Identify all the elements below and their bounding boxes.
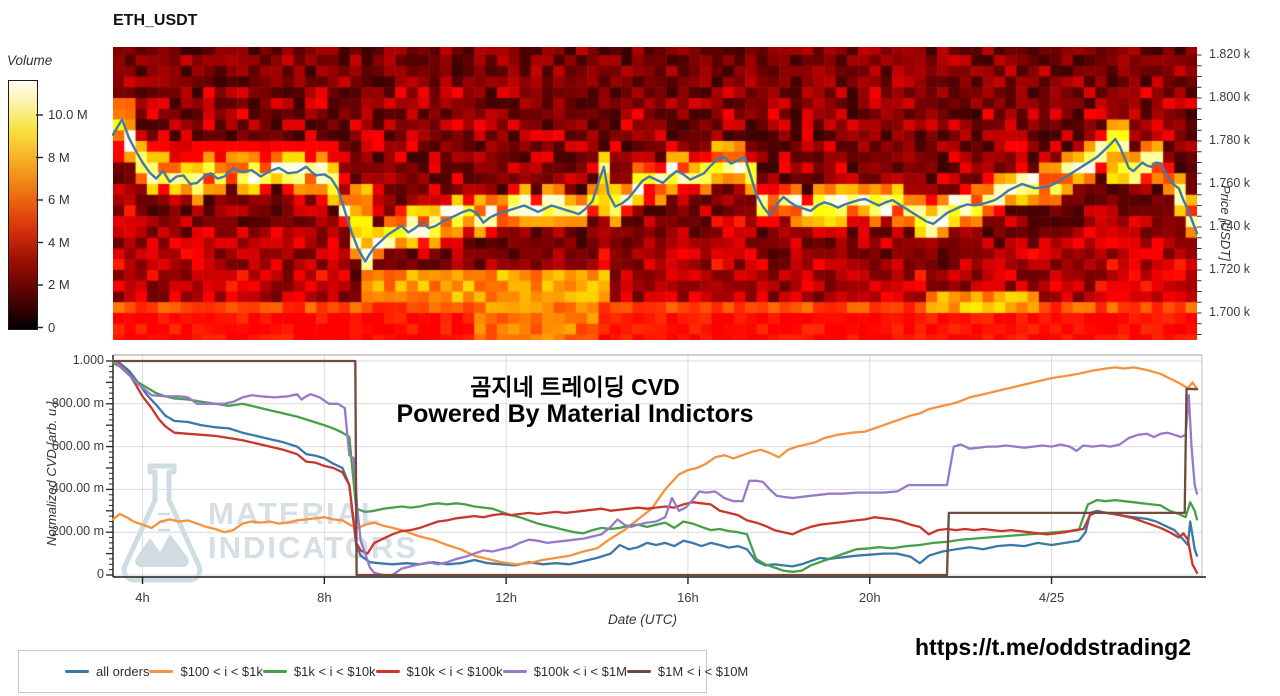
legend-label: all orders xyxy=(96,664,150,679)
price-tick-label: 1.800 k xyxy=(1209,90,1251,104)
legend-swatch-icon xyxy=(65,669,89,674)
colorbar-title: Volume xyxy=(7,53,53,68)
price-tick-label: 1.700 k xyxy=(1209,305,1251,319)
legend-swatch-icon xyxy=(502,669,527,674)
cvd-xtick-label: 20h xyxy=(858,590,881,605)
legend-item-1: $100 < i < $1k xyxy=(149,664,263,679)
watermark-line1: MATERIAL xyxy=(208,496,382,531)
cvd-ytick-label: 1.000 xyxy=(72,353,104,367)
volume-heatmap xyxy=(113,47,1197,340)
cvd-ytick-label: 400.00 m xyxy=(51,481,104,496)
colorbar-tick-label: 6 M xyxy=(48,192,70,207)
legend-swatch-icon xyxy=(262,669,287,674)
legend-item-3: $10k < i < $100k xyxy=(375,664,503,679)
legend-label: $1M < i < $10M xyxy=(657,664,749,679)
date-axis-title: Date (UTC) xyxy=(608,612,678,627)
legend-item-2: $1k < i < $10k xyxy=(262,664,376,679)
material-indicators-watermark: MATERIAL INDICATORS xyxy=(116,462,416,584)
cvd-xtick-label: 4h xyxy=(135,590,150,605)
overlay-caption-line1: 곰지네 트레이딩 CVD xyxy=(470,374,680,400)
colorbar-tick-label: 2 M xyxy=(48,277,70,292)
legend-swatch-icon xyxy=(626,669,651,674)
legend-swatch-icon xyxy=(375,669,400,674)
price-tick-label: 1.780 k xyxy=(1209,133,1251,147)
price-tick-label: 1.740 k xyxy=(1209,219,1251,233)
legend-item-0: all orders xyxy=(65,664,149,679)
volume-colorbar xyxy=(8,80,38,330)
legend-label: $100k < i < $1M xyxy=(533,664,627,679)
telegram-url[interactable]: https://t.me/oddstrading2 xyxy=(915,634,1191,660)
flask-icon xyxy=(121,463,203,583)
legend: all orders $100 < i < $1k $1k < i < $10k $1… xyxy=(18,650,748,693)
legend-item-4: $100k < i < $1M xyxy=(502,664,627,679)
price-tick-label: 1.720 k xyxy=(1209,262,1251,276)
cvd-ytick-label: 0 xyxy=(97,567,104,581)
colorbar-tick-label: 0 xyxy=(48,319,56,335)
cvd-xtick-label: 4/25 xyxy=(1038,590,1065,605)
legend-label: $1k < i < $10k xyxy=(293,664,376,679)
legend-item-5: $1M < i < $10M xyxy=(626,664,749,679)
price-tick-label: 1.760 k xyxy=(1209,176,1251,190)
cvd-ytick-label: 800.00 m xyxy=(51,395,104,410)
watermark-line2: INDICATORS xyxy=(208,530,419,565)
colorbar-tick-label: 8 M xyxy=(48,149,70,165)
legend-label: $10k < i < $100k xyxy=(406,664,503,679)
price-tick-label: 1.820 k xyxy=(1209,47,1251,61)
symbol-title: ETH_USDT xyxy=(113,12,198,29)
cvd-ytick-label: 200.00 m xyxy=(51,524,104,539)
cvd-xtick-label: 12h xyxy=(495,590,517,605)
overlay-caption: 곰지네 트레이딩 CVD Powered By Material Indicto… xyxy=(295,374,855,429)
colorbar-tick-label: 4 M xyxy=(48,234,70,250)
cvd-ytick-label: 600.00 m xyxy=(51,438,104,453)
overlay-caption-line2: Powered By Material Indictors xyxy=(396,400,754,429)
legend-swatch-icon xyxy=(149,669,174,674)
cvd-xtick-label: 8h xyxy=(317,590,332,605)
colorbar-tick-label: 10.0 M xyxy=(48,107,88,122)
cvd-xtick-label: 16h xyxy=(677,590,699,605)
legend-label: $100 < i < $1k xyxy=(180,664,263,679)
